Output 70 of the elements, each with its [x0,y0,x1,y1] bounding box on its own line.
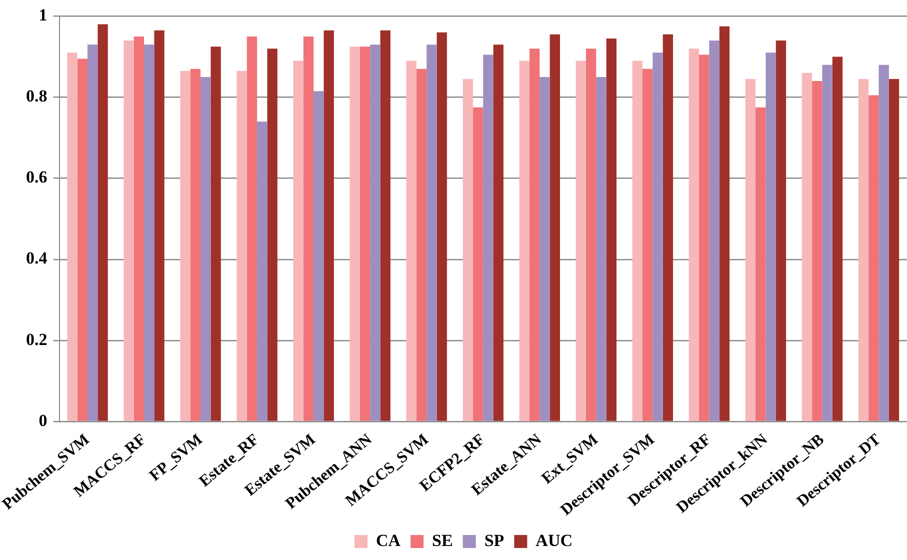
bar [426,44,437,421]
bar [236,70,247,421]
bar [540,76,550,421]
bar [416,68,427,421]
bar [652,52,663,421]
bar [519,60,530,421]
bar [632,60,642,421]
bar [756,107,766,421]
bar [642,68,653,421]
y-tick-label: 0.6 [26,168,48,187]
bar [688,48,700,421]
bar [529,48,540,421]
y-tick-label: 1 [38,6,48,25]
legend-label: SE [432,530,453,550]
bar [144,44,154,421]
bar [662,34,674,421]
y-tick-label: 0.8 [26,86,48,106]
bar [888,79,900,421]
bar [124,40,134,421]
bar [267,48,278,421]
bar [314,91,324,421]
bar [699,54,710,421]
bar [802,72,812,421]
bar [370,44,380,421]
bar [257,122,268,421]
bar [812,81,822,421]
bar [868,95,879,421]
bar [190,68,201,421]
bar [134,36,144,421]
y-tick-label: 0 [38,410,48,430]
y-tick-label: 0.4 [26,248,48,268]
bar [472,107,484,421]
bar [878,64,889,421]
bar [745,79,756,421]
bar [67,52,78,421]
bar [766,52,776,421]
bar [576,60,586,421]
bar [483,54,494,421]
bar [606,38,617,421]
bar [380,30,390,421]
bar [360,46,370,421]
bar [596,76,606,421]
bar [154,30,164,421]
bar [246,36,258,421]
bar [462,79,473,421]
bar [709,40,720,421]
y-tick-label: 0.2 [26,330,48,349]
bar [324,30,334,421]
legend-label: SP [484,530,504,550]
bar [550,34,560,421]
bar [88,44,98,421]
bar [210,46,221,421]
bar [200,76,211,421]
bar [303,36,314,421]
bar [293,60,304,421]
bar [77,58,88,421]
bar [180,70,190,421]
legend-label: AUC [536,530,573,550]
legend-label: CA [376,530,402,550]
bar [436,32,447,421]
bar [832,56,843,421]
bar [586,48,596,421]
bar [776,40,786,421]
bar [719,26,730,421]
bar [493,44,504,421]
bar [822,64,832,421]
bar [406,60,416,421]
bar [858,79,869,421]
bar [350,46,360,421]
bar [98,24,108,421]
